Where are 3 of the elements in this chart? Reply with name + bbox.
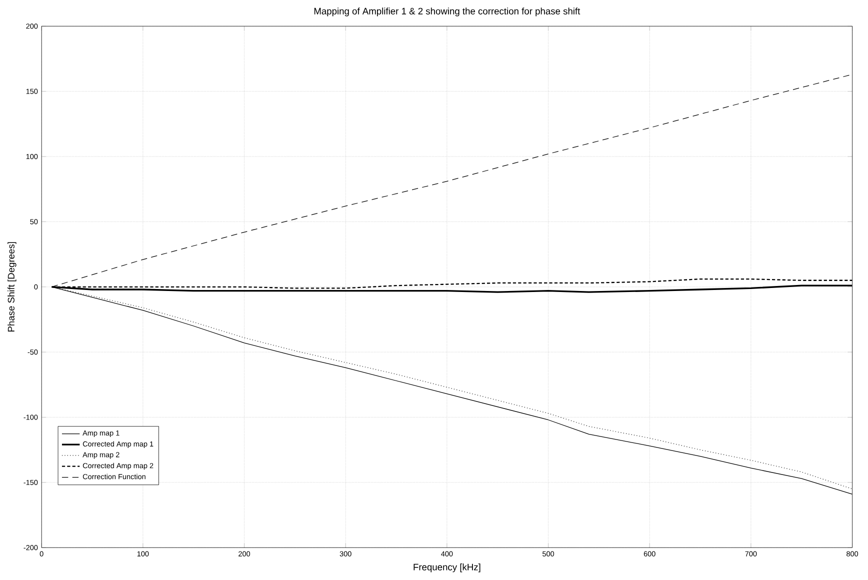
y-axis-title: Phase Shift [Degrees] xyxy=(8,242,16,332)
x-axis-title: Frequency [kHz] xyxy=(414,564,480,572)
chart-title: Mapping of Amplifier 1 & 2 showing the correction for phase shift xyxy=(314,8,580,16)
